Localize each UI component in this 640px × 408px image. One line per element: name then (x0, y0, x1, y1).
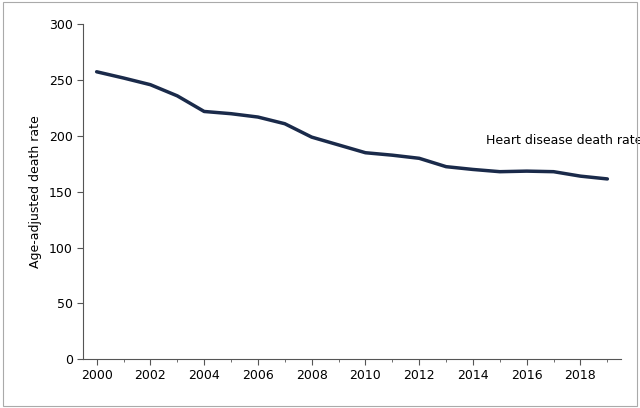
Text: Heart disease death rate¹: Heart disease death rate¹ (486, 134, 640, 147)
Y-axis label: Age-adjusted death rate: Age-adjusted death rate (29, 115, 42, 268)
